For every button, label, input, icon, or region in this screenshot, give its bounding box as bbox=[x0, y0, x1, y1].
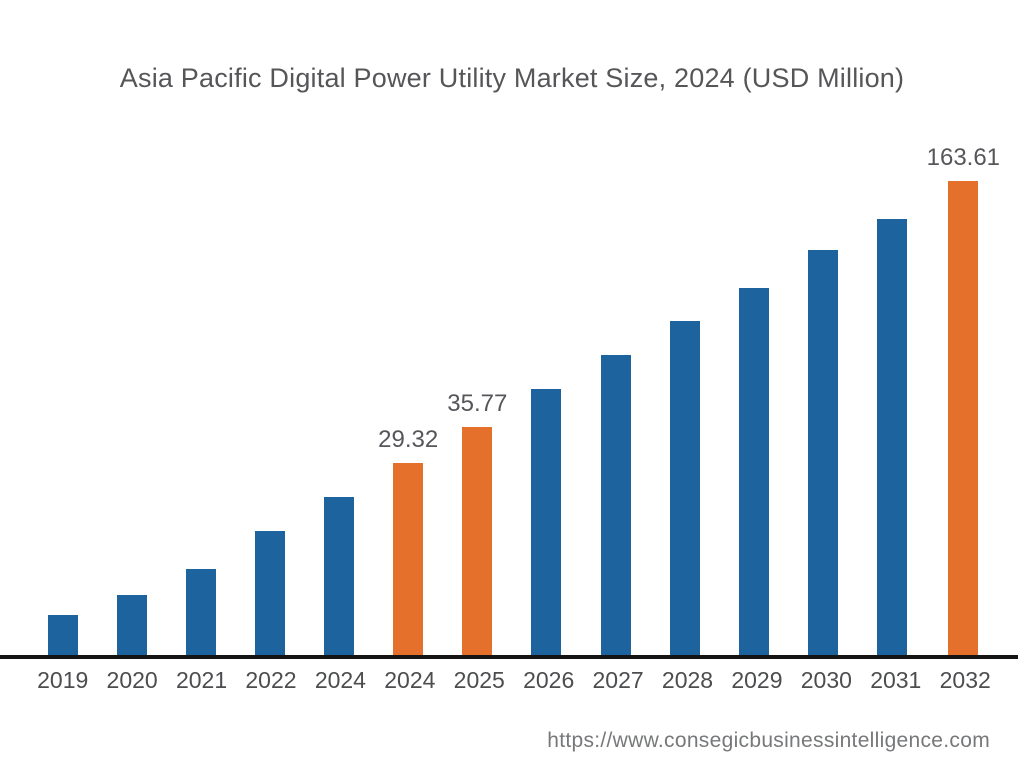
bar-value-label: 163.61 bbox=[926, 144, 1001, 171]
year-label: 2021 bbox=[175, 667, 228, 693]
bar-2024 bbox=[324, 497, 355, 657]
year-slot: 2022 bbox=[236, 667, 305, 694]
bar-2020 bbox=[116, 595, 147, 657]
year-label: 2024 bbox=[384, 667, 436, 693]
year-slot: 2028 bbox=[653, 667, 722, 694]
year-slot: 2021 bbox=[167, 667, 236, 694]
bar-slot bbox=[305, 137, 374, 657]
years-row: 2019 2020 2021 2022 2024 2024 2025 2026 2027 2028… bbox=[28, 667, 1000, 694]
year-label: 2030 bbox=[800, 667, 852, 693]
bar-2029 bbox=[738, 288, 769, 657]
x-axis-line bbox=[0, 655, 1018, 659]
bar-slot bbox=[28, 137, 97, 657]
bar-slot bbox=[788, 137, 857, 657]
year-slot: 2025 bbox=[445, 667, 514, 694]
bar-2032 bbox=[948, 181, 979, 657]
footer-url: https://www.consegicbusinessintelligence… bbox=[547, 729, 990, 752]
year-slot: 2026 bbox=[514, 667, 583, 694]
bar-2027 bbox=[600, 355, 631, 657]
bar-2025 bbox=[462, 427, 493, 657]
year-slot: 2029 bbox=[722, 667, 791, 694]
bar-value-label: 29.32 bbox=[378, 426, 439, 453]
bars-row: 29.32 35.77 163.61 bbox=[28, 137, 1000, 657]
bar-2026 bbox=[531, 389, 562, 657]
year-label: 2022 bbox=[245, 667, 297, 693]
year-label: 2019 bbox=[37, 667, 89, 693]
year-slot: 2032 bbox=[930, 667, 999, 694]
bar-2022 bbox=[254, 531, 285, 657]
bar-slot: 163.61 bbox=[927, 137, 1000, 657]
bar-2031 bbox=[877, 219, 908, 657]
year-label: 2032 bbox=[939, 667, 991, 693]
bar-slot: 35.77 bbox=[443, 137, 512, 657]
bar-slot bbox=[166, 137, 235, 657]
year-label: 2025 bbox=[453, 667, 505, 693]
bar-slot bbox=[581, 137, 650, 657]
year-slot: 2024 bbox=[306, 667, 375, 694]
bar-slot bbox=[512, 137, 581, 657]
bar-slot bbox=[235, 137, 304, 657]
year-label: 2024 bbox=[314, 667, 366, 693]
bar-slot bbox=[858, 137, 927, 657]
chart-title: Asia Pacific Digital Power Utility Marke… bbox=[119, 63, 905, 93]
year-slot: 2030 bbox=[792, 667, 861, 694]
year-label: 2029 bbox=[731, 667, 783, 693]
bar-2021 bbox=[185, 569, 216, 657]
year-label: 2026 bbox=[523, 667, 575, 693]
year-slot: 2024 bbox=[375, 667, 444, 694]
year-label: 2028 bbox=[661, 667, 714, 693]
year-slot: 2020 bbox=[97, 667, 166, 694]
year-label: 2031 bbox=[870, 667, 922, 693]
bar-slot bbox=[650, 137, 719, 657]
year-slot: 2031 bbox=[861, 667, 930, 694]
bar-2028 bbox=[669, 321, 700, 657]
bar-slot bbox=[97, 137, 166, 657]
bar-2024 bbox=[393, 463, 424, 657]
year-label: 2027 bbox=[592, 667, 644, 693]
year-slot: 2027 bbox=[583, 667, 652, 694]
year-label: 2020 bbox=[106, 667, 158, 693]
bar-2030 bbox=[807, 250, 838, 657]
bar-value-label: 35.77 bbox=[447, 390, 508, 417]
bar-slot bbox=[719, 137, 788, 657]
bar-2019 bbox=[47, 615, 78, 657]
year-slot: 2019 bbox=[28, 667, 97, 694]
bar-slot: 29.32 bbox=[374, 137, 443, 657]
